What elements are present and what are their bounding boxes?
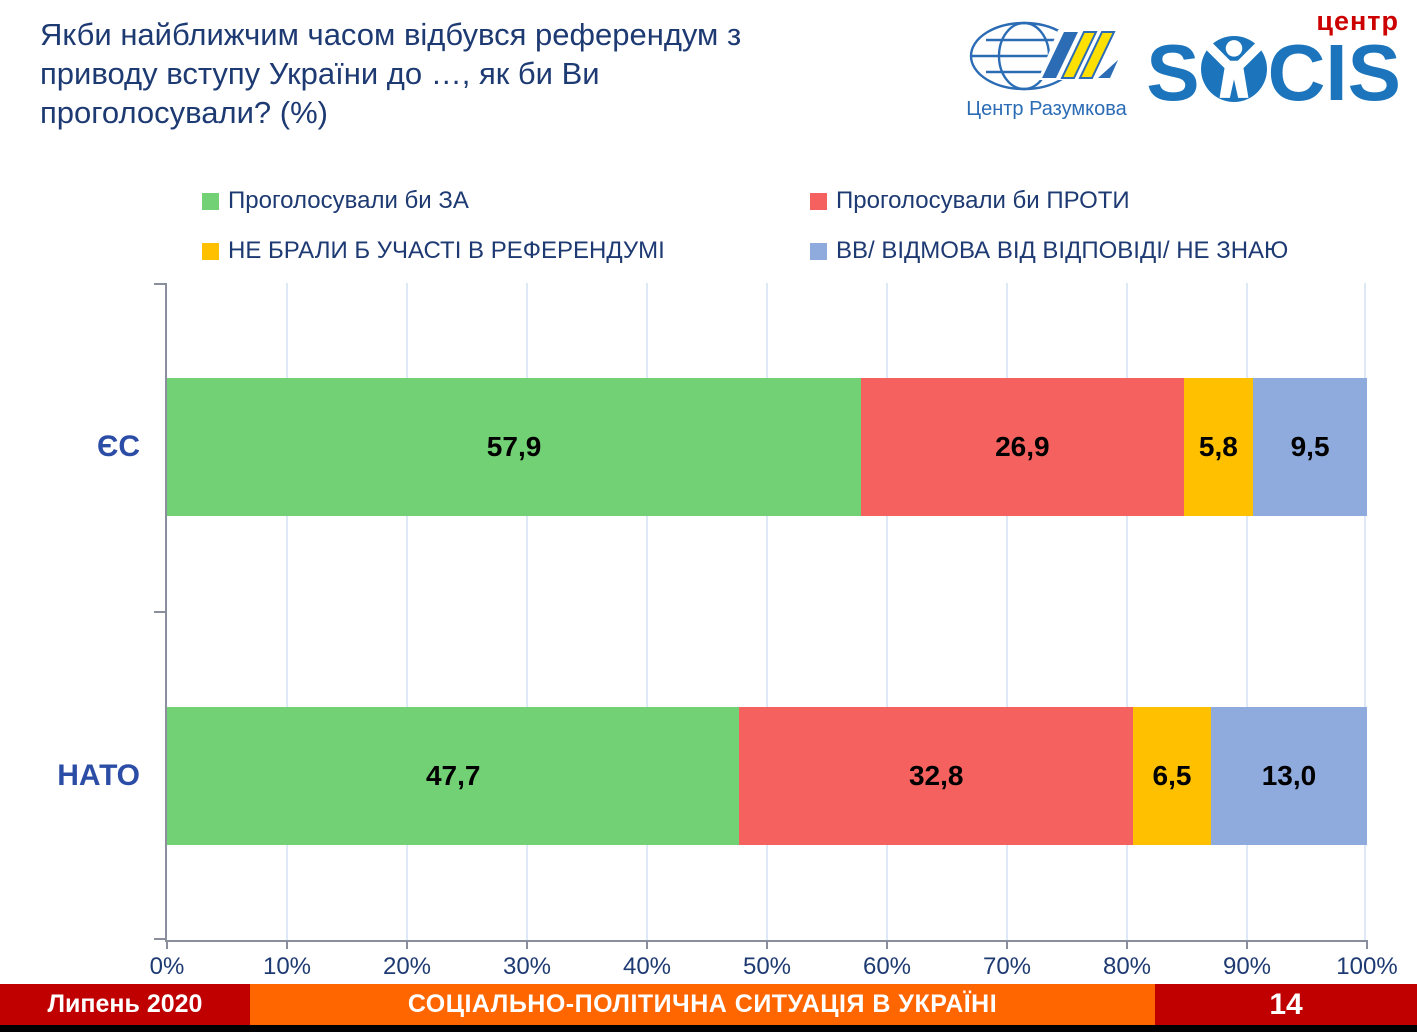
y-axis-tick [154, 938, 165, 940]
bar-value-label: 5,8 [1198, 431, 1238, 463]
footer-date: Липень 2020 [0, 984, 250, 1025]
gridline [1246, 283, 1248, 940]
razumkov-caption: Центр Разумкова [966, 98, 1127, 120]
plot-area: 0% 10% 20% 30% 40% 50% 60% 70% 80% 90% 100% 57,9 26,… [150, 283, 1398, 980]
razumkov-globe-icon [966, 21, 1126, 96]
legend-label: НЕ БРАЛИ Б УЧАСТІ В РЕФЕРЕНДУМІ [228, 237, 665, 264]
x-axis-label: 70% [982, 953, 1032, 980]
x-axis-label: 80% [1102, 953, 1152, 980]
category-label-ЄС: ЄС [96, 430, 140, 464]
gridline [646, 283, 648, 940]
footer-title: СОЦІАЛЬНО-ПОЛІТИЧНА СИТУАЦІЯ В УКРАЇНІ [250, 984, 1155, 1025]
footer-bar: Липень 2020 СОЦІАЛЬНО-ПОЛІТИЧНА СИТУАЦІЯ… [0, 984, 1417, 1025]
razumkov-logo: Центр Разумкова [966, 20, 1127, 121]
gridline [406, 283, 408, 940]
logo-area: Центр Разумкова центр S CIS [966, 6, 1401, 121]
legend-swatch-green [202, 192, 219, 210]
x-axis-tick [1366, 940, 1368, 949]
bar-value-label: 13,0 [1261, 759, 1317, 791]
legend-item-za: Проголосували би ЗА [202, 187, 810, 215]
bar-ЄС: 57,9 26,9 5,8 9,5 [167, 378, 1368, 517]
socis-word: S CIS [1146, 27, 1401, 117]
x-axis-tick [406, 940, 408, 949]
gridline [1006, 283, 1008, 940]
gridline [766, 283, 768, 940]
y-axis-tick [154, 283, 165, 285]
socis-person-icon [1200, 36, 1268, 109]
bar-segment: 57,9 [167, 378, 862, 517]
x-axis-label: 60% [862, 953, 912, 980]
x-axis-tick [766, 940, 768, 949]
legend-label: ВВ/ ВІДМОВА ВІД ВІДПОВІДІ/ НЕ ЗНАЮ [836, 237, 1289, 264]
x-axis-tick [646, 940, 648, 949]
legend-label: Проголосували би ЗА [228, 187, 469, 214]
gridline [286, 283, 288, 940]
legend-swatch-red [810, 192, 827, 210]
x-axis-label: 0% [149, 953, 185, 980]
gridline [1364, 283, 1366, 940]
bar-segment: 6,5 [1132, 706, 1211, 845]
legend-swatch-yellow [202, 242, 219, 260]
bar-value-label: 57,9 [486, 431, 542, 463]
bar-value-label: 26,9 [995, 431, 1050, 463]
legend-item-ne-braly: НЕ БРАЛИ Б УЧАСТІ В РЕФЕРЕНДУМІ [202, 237, 810, 265]
legend-item-vv: ВВ/ ВІДМОВА ВІД ВІДПОВІДІ/ НЕ ЗНАЮ [810, 237, 1288, 265]
bar-value-label: 47,7 [425, 759, 481, 791]
bar-segment: 47,7 [167, 706, 740, 845]
bar-segment: 9,5 [1253, 378, 1368, 517]
footer-page-number: 14 [1155, 984, 1417, 1025]
bottom-strip [0, 1025, 1417, 1032]
x-axis-tick [286, 940, 288, 949]
x-axis-tick [526, 940, 528, 949]
socis-logo: центр S CIS [1146, 6, 1401, 117]
gridline [886, 283, 888, 940]
bar-segment: 5,8 [1183, 378, 1254, 517]
bar-segment: 13,0 [1210, 706, 1367, 845]
bar-value-label: 6,5 [1152, 759, 1192, 791]
gridline [1126, 283, 1128, 940]
bar-segment: 32,8 [739, 706, 1133, 845]
bar-value-label: 32,8 [908, 759, 964, 791]
x-axis-tick [1006, 940, 1008, 949]
category-label-НАТО: НАТО [57, 758, 140, 792]
x-axis-tick [1126, 940, 1128, 949]
x-axis-tick [166, 940, 168, 949]
gridline [526, 283, 528, 940]
x-axis-label: 100% [1336, 953, 1398, 980]
x-axis-label: 20% [382, 953, 432, 980]
y-axis-tick [154, 610, 165, 613]
bar-НАТО: 47,7 32,8 6,5 13,0 [167, 706, 1367, 845]
socis-badge: центр [1316, 6, 1399, 36]
legend-swatch-blue [810, 242, 827, 260]
page-title: Якби найближчим часом відбувся референду… [40, 17, 742, 130]
bar-value-label: 9,5 [1290, 431, 1330, 463]
x-axis-label: 90% [1222, 953, 1272, 980]
chart-legend: Проголосували би ЗА Проголосували би ПРО… [202, 187, 1288, 265]
x-axis-label: 40% [622, 953, 672, 980]
socis-prefix: S [1146, 27, 1200, 117]
bar-segment: 26,9 [861, 378, 1184, 517]
legend-item-proty: Проголосували би ПРОТИ [810, 187, 1288, 215]
socis-suffix: CIS [1267, 27, 1401, 117]
x-axis-label: 30% [502, 953, 552, 980]
x-axis-tick [886, 940, 888, 949]
legend-label: Проголосували би ПРОТИ [836, 187, 1130, 214]
x-axis-label: 50% [742, 953, 792, 980]
x-axis-label: 10% [262, 953, 312, 980]
x-axis-tick [1246, 940, 1248, 949]
